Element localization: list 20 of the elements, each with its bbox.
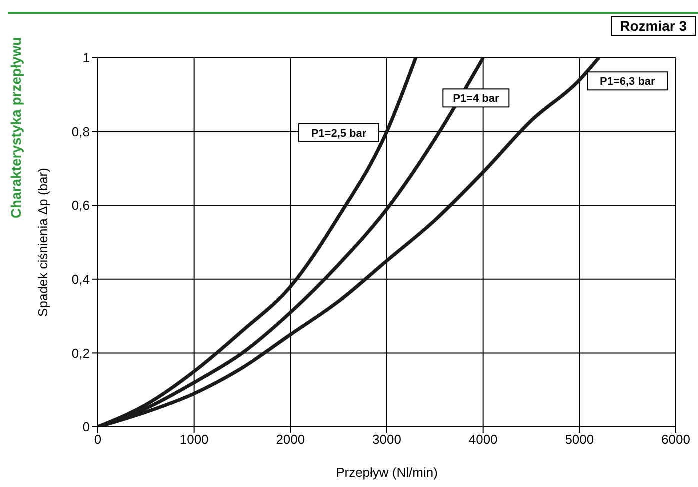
y-tick-label: 1 — [82, 50, 90, 66]
y-tick-label: 0 — [82, 420, 90, 435]
x-tick-label: 4000 — [468, 432, 498, 448]
x-tick-label: 3000 — [372, 432, 402, 448]
y-tick-label: 0,4 — [72, 272, 90, 288]
series-label: P1=2,5 bar — [311, 128, 368, 140]
x-tick-label: 1000 — [180, 432, 209, 448]
x-axis-title: Przepływ (Nl/min) — [336, 465, 438, 480]
x-tick-label: 6000 — [662, 432, 690, 448]
series-label: P1=4 bar — [453, 93, 500, 106]
text: Charakterystyka przepływu — [8, 36, 25, 221]
y-tick-label: 0,8 — [72, 124, 90, 140]
y-tick-label: 0,2 — [72, 346, 90, 361]
y-tick-label: 0,6 — [72, 198, 90, 214]
x-tick-label: 2000 — [276, 432, 306, 448]
y-axis-title: Spadek ciśnienia Δp (bar) — [36, 168, 51, 317]
chart-subtitle: Rozmiar 3 — [611, 16, 696, 36]
x-tick-label: 0 — [94, 432, 102, 448]
series-label: P1=6,3 bar — [600, 76, 656, 88]
x-tick-label: 5000 — [565, 432, 594, 448]
